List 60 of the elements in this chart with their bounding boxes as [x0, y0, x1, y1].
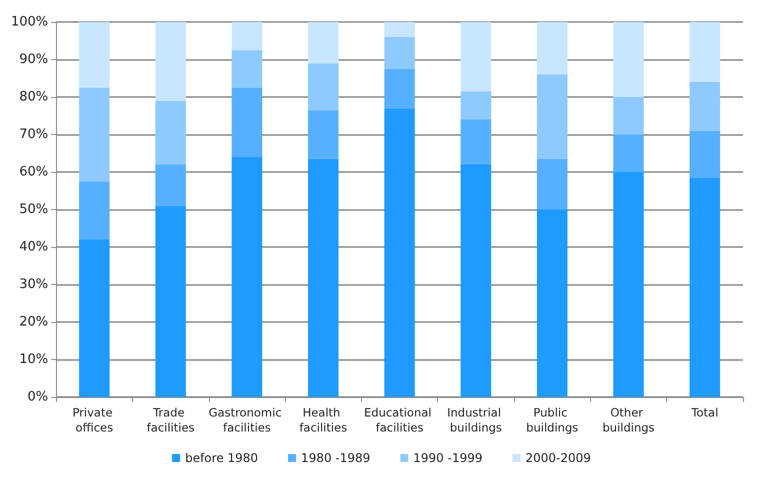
legend-label: before 1980 — [185, 451, 258, 465]
y-tick-label: 30% — [19, 277, 48, 292]
bar — [460, 120, 492, 164]
x-tick-label: Health facilities — [299, 406, 348, 434]
x-tick-label: Total — [690, 406, 718, 420]
y-tick-label: 20% — [19, 314, 48, 330]
y-tick-label: 0% — [28, 390, 48, 404]
bar — [536, 22, 568, 74]
bar — [536, 74, 568, 159]
y-tick-label: 50% — [19, 202, 48, 217]
bar — [79, 88, 110, 182]
bar — [308, 158, 339, 397]
bar — [232, 22, 262, 50]
bar — [79, 240, 110, 397]
x-tick-label: Trade facilities — [146, 406, 195, 434]
bar — [460, 164, 492, 397]
legend-label: 2000-2009 — [526, 451, 591, 465]
bar — [79, 22, 110, 88]
bar — [232, 50, 262, 88]
bar — [155, 22, 186, 101]
bar — [308, 63, 339, 110]
bar — [308, 22, 339, 64]
y-tick-label: 100% — [10, 14, 48, 30]
y-tick-label: 90% — [19, 52, 48, 67]
bar — [613, 97, 644, 134]
bar — [613, 172, 644, 397]
bar — [232, 88, 262, 157]
bar — [232, 157, 262, 397]
y-tick-label: 60% — [19, 164, 48, 180]
bar — [155, 164, 186, 206]
bar — [460, 22, 492, 92]
bar — [613, 134, 644, 172]
bar — [690, 82, 720, 131]
bar — [79, 181, 110, 240]
bar — [155, 100, 186, 164]
bar — [690, 178, 720, 397]
bar — [690, 22, 720, 82]
x-tick-label: Educational facilities — [364, 406, 436, 434]
bar — [384, 68, 415, 108]
x-tick-label: Other buildings — [602, 406, 655, 434]
y-tick-label: 70% — [19, 127, 48, 142]
x-tick-label: Public buildings — [526, 406, 578, 434]
y-tick-label: 40% — [19, 240, 48, 254]
bar — [384, 22, 415, 37]
legend-label: 1990 -1999 — [413, 451, 483, 465]
bar — [460, 91, 492, 120]
bar — [308, 110, 339, 159]
bar — [384, 108, 415, 397]
bar — [536, 158, 568, 210]
bar — [155, 206, 186, 397]
bar — [536, 210, 568, 397]
y-tick-label: 10% — [19, 352, 48, 367]
x-tick-label: Gastronomic facilities — [208, 406, 286, 434]
x-tick-label: Private offices — [72, 406, 116, 434]
legend-label: 1980 -1989 — [301, 451, 370, 465]
y-tick-label: 80% — [19, 90, 48, 104]
x-tick-label: Industrial buildings — [447, 406, 505, 434]
bar — [613, 22, 644, 97]
bar — [690, 130, 720, 178]
bar — [384, 37, 415, 69]
